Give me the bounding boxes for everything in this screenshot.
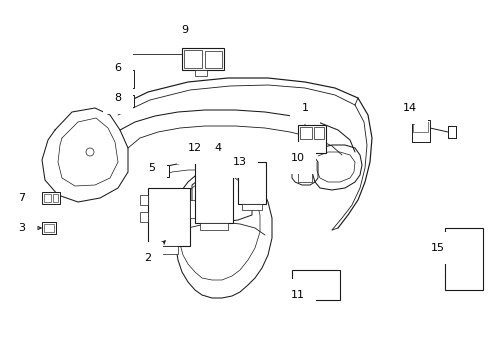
Bar: [411, 120, 429, 142]
Bar: [297, 162, 311, 182]
Bar: [231, 150, 240, 160]
Text: 14: 14: [402, 103, 416, 113]
Bar: [200, 223, 227, 230]
Bar: [44, 224, 54, 232]
Bar: [183, 50, 202, 68]
Text: 8: 8: [114, 93, 122, 103]
Text: 5: 5: [148, 163, 155, 173]
Text: 12: 12: [187, 143, 202, 153]
Text: 7: 7: [19, 193, 25, 203]
Bar: [220, 148, 242, 162]
Text: 1: 1: [301, 103, 308, 113]
Text: 3: 3: [19, 223, 25, 233]
Bar: [122, 95, 134, 107]
Bar: [182, 48, 224, 70]
Bar: [222, 150, 229, 160]
Bar: [313, 127, 324, 139]
Bar: [158, 246, 178, 254]
Bar: [412, 122, 427, 132]
Bar: [195, 70, 206, 76]
Bar: [291, 270, 339, 300]
Bar: [238, 162, 265, 204]
Circle shape: [126, 99, 129, 103]
Bar: [297, 125, 325, 153]
Bar: [53, 194, 58, 202]
Text: 10: 10: [290, 153, 305, 163]
Bar: [200, 148, 227, 155]
Bar: [204, 51, 222, 68]
Bar: [299, 127, 311, 139]
Text: 13: 13: [232, 157, 246, 167]
Text: 9: 9: [181, 25, 188, 35]
Text: 4: 4: [214, 143, 221, 153]
Bar: [190, 200, 196, 218]
Bar: [122, 70, 134, 88]
Text: 15: 15: [430, 243, 444, 253]
Bar: [44, 194, 51, 202]
Bar: [195, 155, 232, 223]
Text: 2: 2: [144, 253, 151, 263]
Bar: [444, 228, 482, 290]
Bar: [42, 222, 56, 234]
Bar: [148, 188, 190, 246]
Bar: [155, 165, 169, 177]
Text: 11: 11: [290, 290, 305, 300]
Text: 6: 6: [114, 63, 121, 73]
Bar: [242, 204, 262, 210]
Bar: [140, 212, 148, 222]
Bar: [42, 192, 60, 204]
Bar: [140, 195, 148, 205]
